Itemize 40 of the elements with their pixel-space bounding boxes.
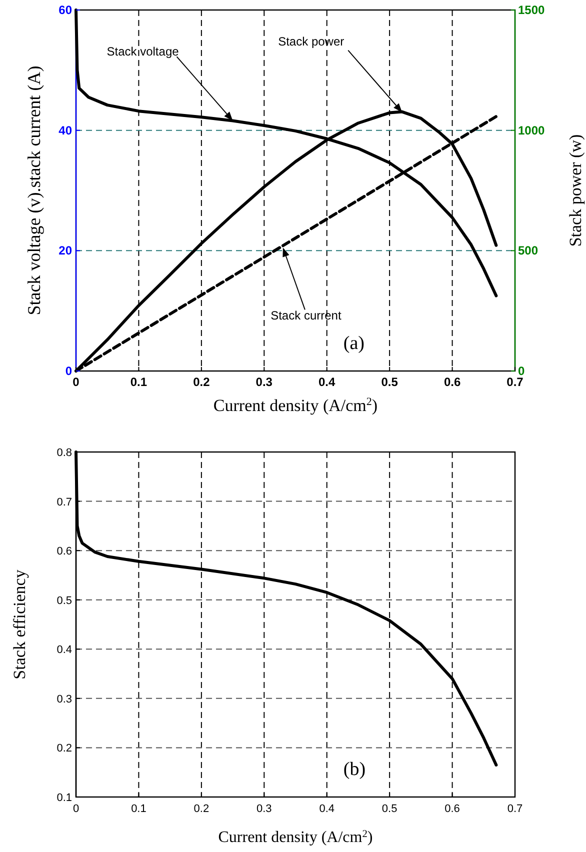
y-axis-title: Stack voltage (v).stack current (A) — [24, 66, 44, 316]
x-tick-label: 0.3 — [256, 803, 272, 815]
x-tick-label: 0.7 — [506, 375, 524, 389]
x-tick-label: 0.6 — [444, 375, 461, 389]
y-tick-label: 40 — [58, 123, 72, 138]
y2-axis-title: Stack power (w) — [566, 134, 585, 247]
x-tick-label: 0.7 — [507, 803, 523, 815]
y-tick-label: 0.8 — [56, 447, 72, 459]
y-tick-label: 0.2 — [56, 742, 72, 755]
annotation: (b) — [343, 759, 366, 780]
y-tick-label: 0.6 — [56, 546, 72, 558]
y2-tick-label: 1000 — [518, 123, 546, 138]
y2-tick-label: 1500 — [518, 3, 546, 17]
annotation: Stack voltage — [106, 44, 180, 59]
y2-tick-label: 0 — [518, 364, 525, 378]
y-tick-label: 20 — [58, 244, 72, 258]
y-tick-label: 0 — [65, 364, 72, 378]
y-axis-title: Stack efficiency — [10, 569, 29, 680]
annotation: Stack current — [270, 308, 342, 323]
y-tick-label: 60 — [58, 3, 72, 17]
y-tick-label: 0.4 — [56, 644, 72, 656]
x-tick-label: 0.2 — [194, 803, 210, 815]
annotation: Stack power — [278, 34, 344, 48]
y-tick-label: 0.7 — [56, 496, 72, 508]
x-tick-label: 0.3 — [256, 375, 273, 389]
x-tick-label: 0.1 — [131, 803, 146, 815]
y-tick-label: 0.5 — [56, 594, 72, 607]
y-tick-label: 0.1 — [56, 792, 72, 804]
x-tick-label: 0.6 — [444, 803, 460, 815]
y2-tick-label: 500 — [518, 244, 538, 258]
x-tick-label: 0.4 — [319, 803, 335, 815]
x-axis-title: Current density (A/cm$^{2}$) — [213, 396, 378, 415]
x-tick-label: 0.2 — [193, 375, 210, 389]
x-tick-label: 0.1 — [130, 375, 148, 389]
x-tick-label: 0.5 — [382, 803, 398, 815]
x-tick-label: 0.5 — [381, 375, 398, 389]
x-tick-label: 0.4 — [318, 375, 336, 389]
annotation: (a) — [343, 333, 364, 354]
y-tick-label: 0.3 — [56, 693, 72, 706]
x-axis-title: Current density (A/cm$^{2}$) — [218, 828, 373, 846]
